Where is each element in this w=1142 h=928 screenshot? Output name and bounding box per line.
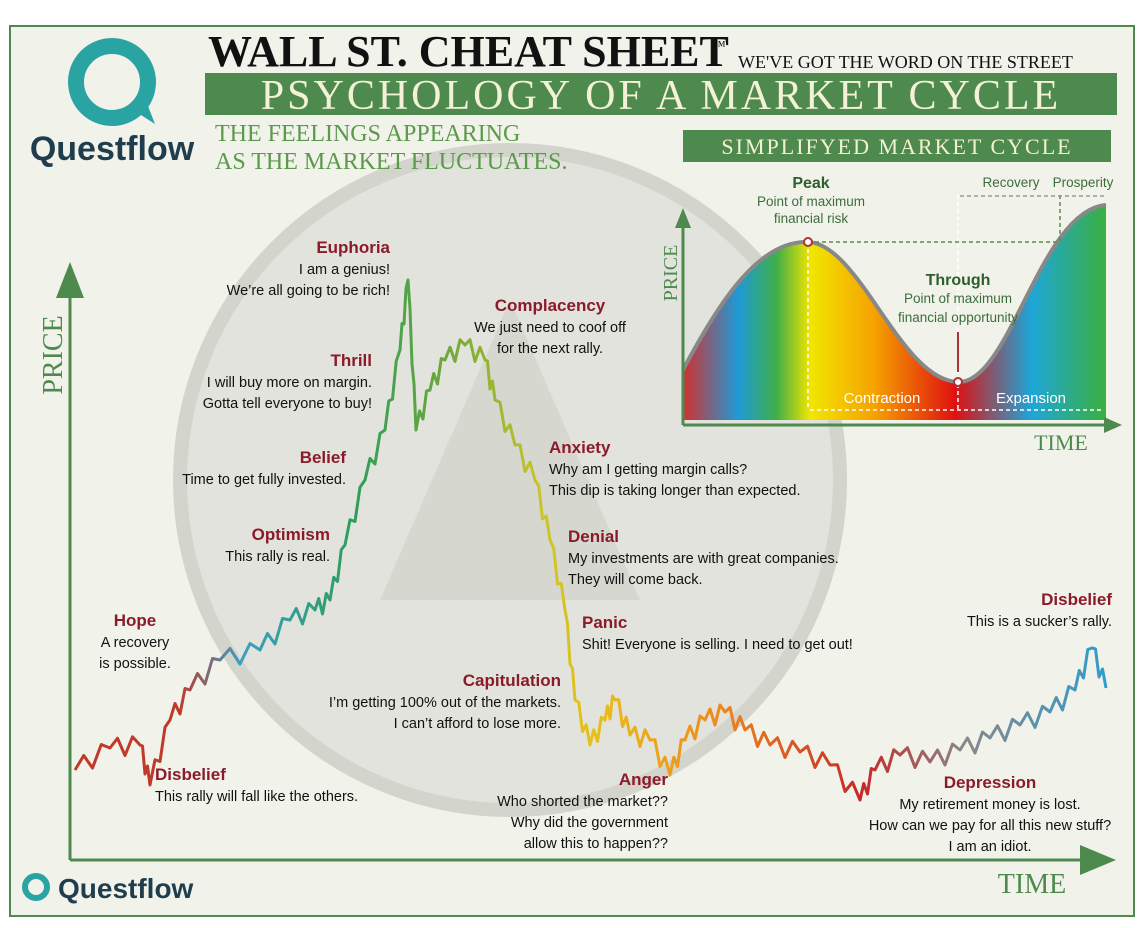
stage-text: How can we pay for all this new stuff?: [869, 818, 1111, 834]
stage-text: Why did the government: [511, 815, 668, 831]
watermark-pyramid: [380, 300, 640, 600]
stage-title: Thrill: [330, 351, 372, 370]
trough-text: Point of maximum: [904, 291, 1012, 306]
inset-curve-line: [681, 203, 1107, 385]
banner-bg: [205, 73, 1117, 115]
x-axis-label: TIME: [998, 869, 1066, 900]
tagline: WE'VE GOT THE WORD ON THE STREET: [738, 52, 1073, 72]
peak-text: Point of maximum: [757, 194, 865, 209]
stage-title: Anxiety: [549, 438, 611, 457]
inset-title-bg: [683, 130, 1111, 162]
stage-text: A recovery: [101, 635, 170, 651]
stage-text: Why am I getting margin calls?: [549, 462, 747, 478]
stage-title: Disbelief: [155, 765, 226, 784]
logo: [68, 38, 156, 126]
stage-text: I can’t afford to lose more.: [394, 716, 561, 732]
contraction-label: Contraction: [844, 390, 921, 407]
inset-curve: [683, 205, 1106, 420]
inset-axes: [675, 208, 1122, 433]
footer-logo: [22, 873, 50, 901]
peak-text: financial risk: [774, 211, 849, 226]
stage-title: Depression: [944, 773, 1037, 792]
inset-title: SIMPLIFYED MARKET CYCLE: [721, 134, 1072, 159]
stage-title: Disbelief: [1041, 590, 1112, 609]
inset-y-label: PRICE: [660, 245, 682, 302]
stage-text: for the next rally.: [497, 341, 603, 357]
stage-title: Hope: [114, 611, 157, 630]
stage-title: Optimism: [252, 525, 330, 544]
inset-x-label: TIME: [1034, 430, 1088, 455]
stage-text: We just need to coof off: [474, 320, 627, 336]
prosperity-label: Prosperity: [1053, 175, 1114, 190]
stage-text: is possible.: [99, 656, 171, 672]
stage-text: Who shorted the market??: [497, 794, 668, 810]
stage-text: Shit! Everyone is selling. I need to get…: [582, 637, 853, 653]
expansion-label: Expansion: [996, 390, 1066, 407]
stage-text: I am a genius!: [299, 262, 390, 278]
trough-title: Through: [926, 272, 991, 289]
stage-text: This is a sucker’s rally.: [967, 614, 1112, 630]
footer-brand: Questflow: [58, 873, 194, 904]
stage-text: This dip is taking longer than expected.: [549, 483, 800, 499]
price-path: [73, 278, 1108, 802]
subtitle: THE FEELINGS APPEARING: [215, 121, 520, 147]
stage-text: They will come back.: [568, 572, 703, 588]
stage-text: This rally is real.: [225, 549, 330, 565]
axes: [56, 262, 1116, 875]
stage-text: We’re all going to be rich!: [227, 283, 390, 299]
stage-title: Denial: [568, 527, 619, 546]
banner: PSYCHOLOGY OF A MARKET CYCLE: [261, 73, 1061, 119]
stage-text: Gotta tell everyone to buy!: [203, 396, 372, 412]
stage-text: I will buy more on margin.: [207, 375, 372, 391]
stage-title: Panic: [582, 613, 627, 632]
trademark: ™: [712, 39, 726, 54]
stage-labels: Euphoria I am a genius! We’re all going to…: [99, 238, 1112, 855]
trough-text: financial opportunity: [898, 310, 1018, 325]
peak-title: Peak: [792, 175, 829, 192]
stage-text: This rally will fall like the others.: [155, 789, 358, 805]
stage-text: I am an idiot.: [948, 839, 1031, 855]
inset-guides: [807, 195, 1106, 411]
peak-marker: [803, 237, 813, 247]
y-axis-label: PRICE: [38, 315, 69, 394]
stage-text: I’m getting 100% out of the markets.: [329, 695, 561, 711]
stage-text: Time to get fully invested.: [182, 472, 346, 488]
stage-text: allow this to happen??: [524, 836, 668, 852]
title: WALL ST. CHEAT SHEET: [208, 27, 729, 76]
subtitle: AS THE MARKET FLUCTUATES.: [215, 149, 567, 175]
stage-title: Euphoria: [316, 238, 390, 257]
stage-title: Anger: [619, 770, 669, 789]
trough-marker: [953, 377, 963, 387]
stage-title: Belief: [300, 448, 347, 467]
brand: Questflow: [30, 130, 195, 168]
stage-title: Complacency: [495, 296, 606, 315]
stage-title: Capitulation: [463, 671, 561, 690]
recovery-label: Recovery: [982, 175, 1039, 190]
stage-text: My investments are with great companies.: [568, 551, 839, 567]
stage-text: My retirement money is lost.: [899, 797, 1080, 813]
